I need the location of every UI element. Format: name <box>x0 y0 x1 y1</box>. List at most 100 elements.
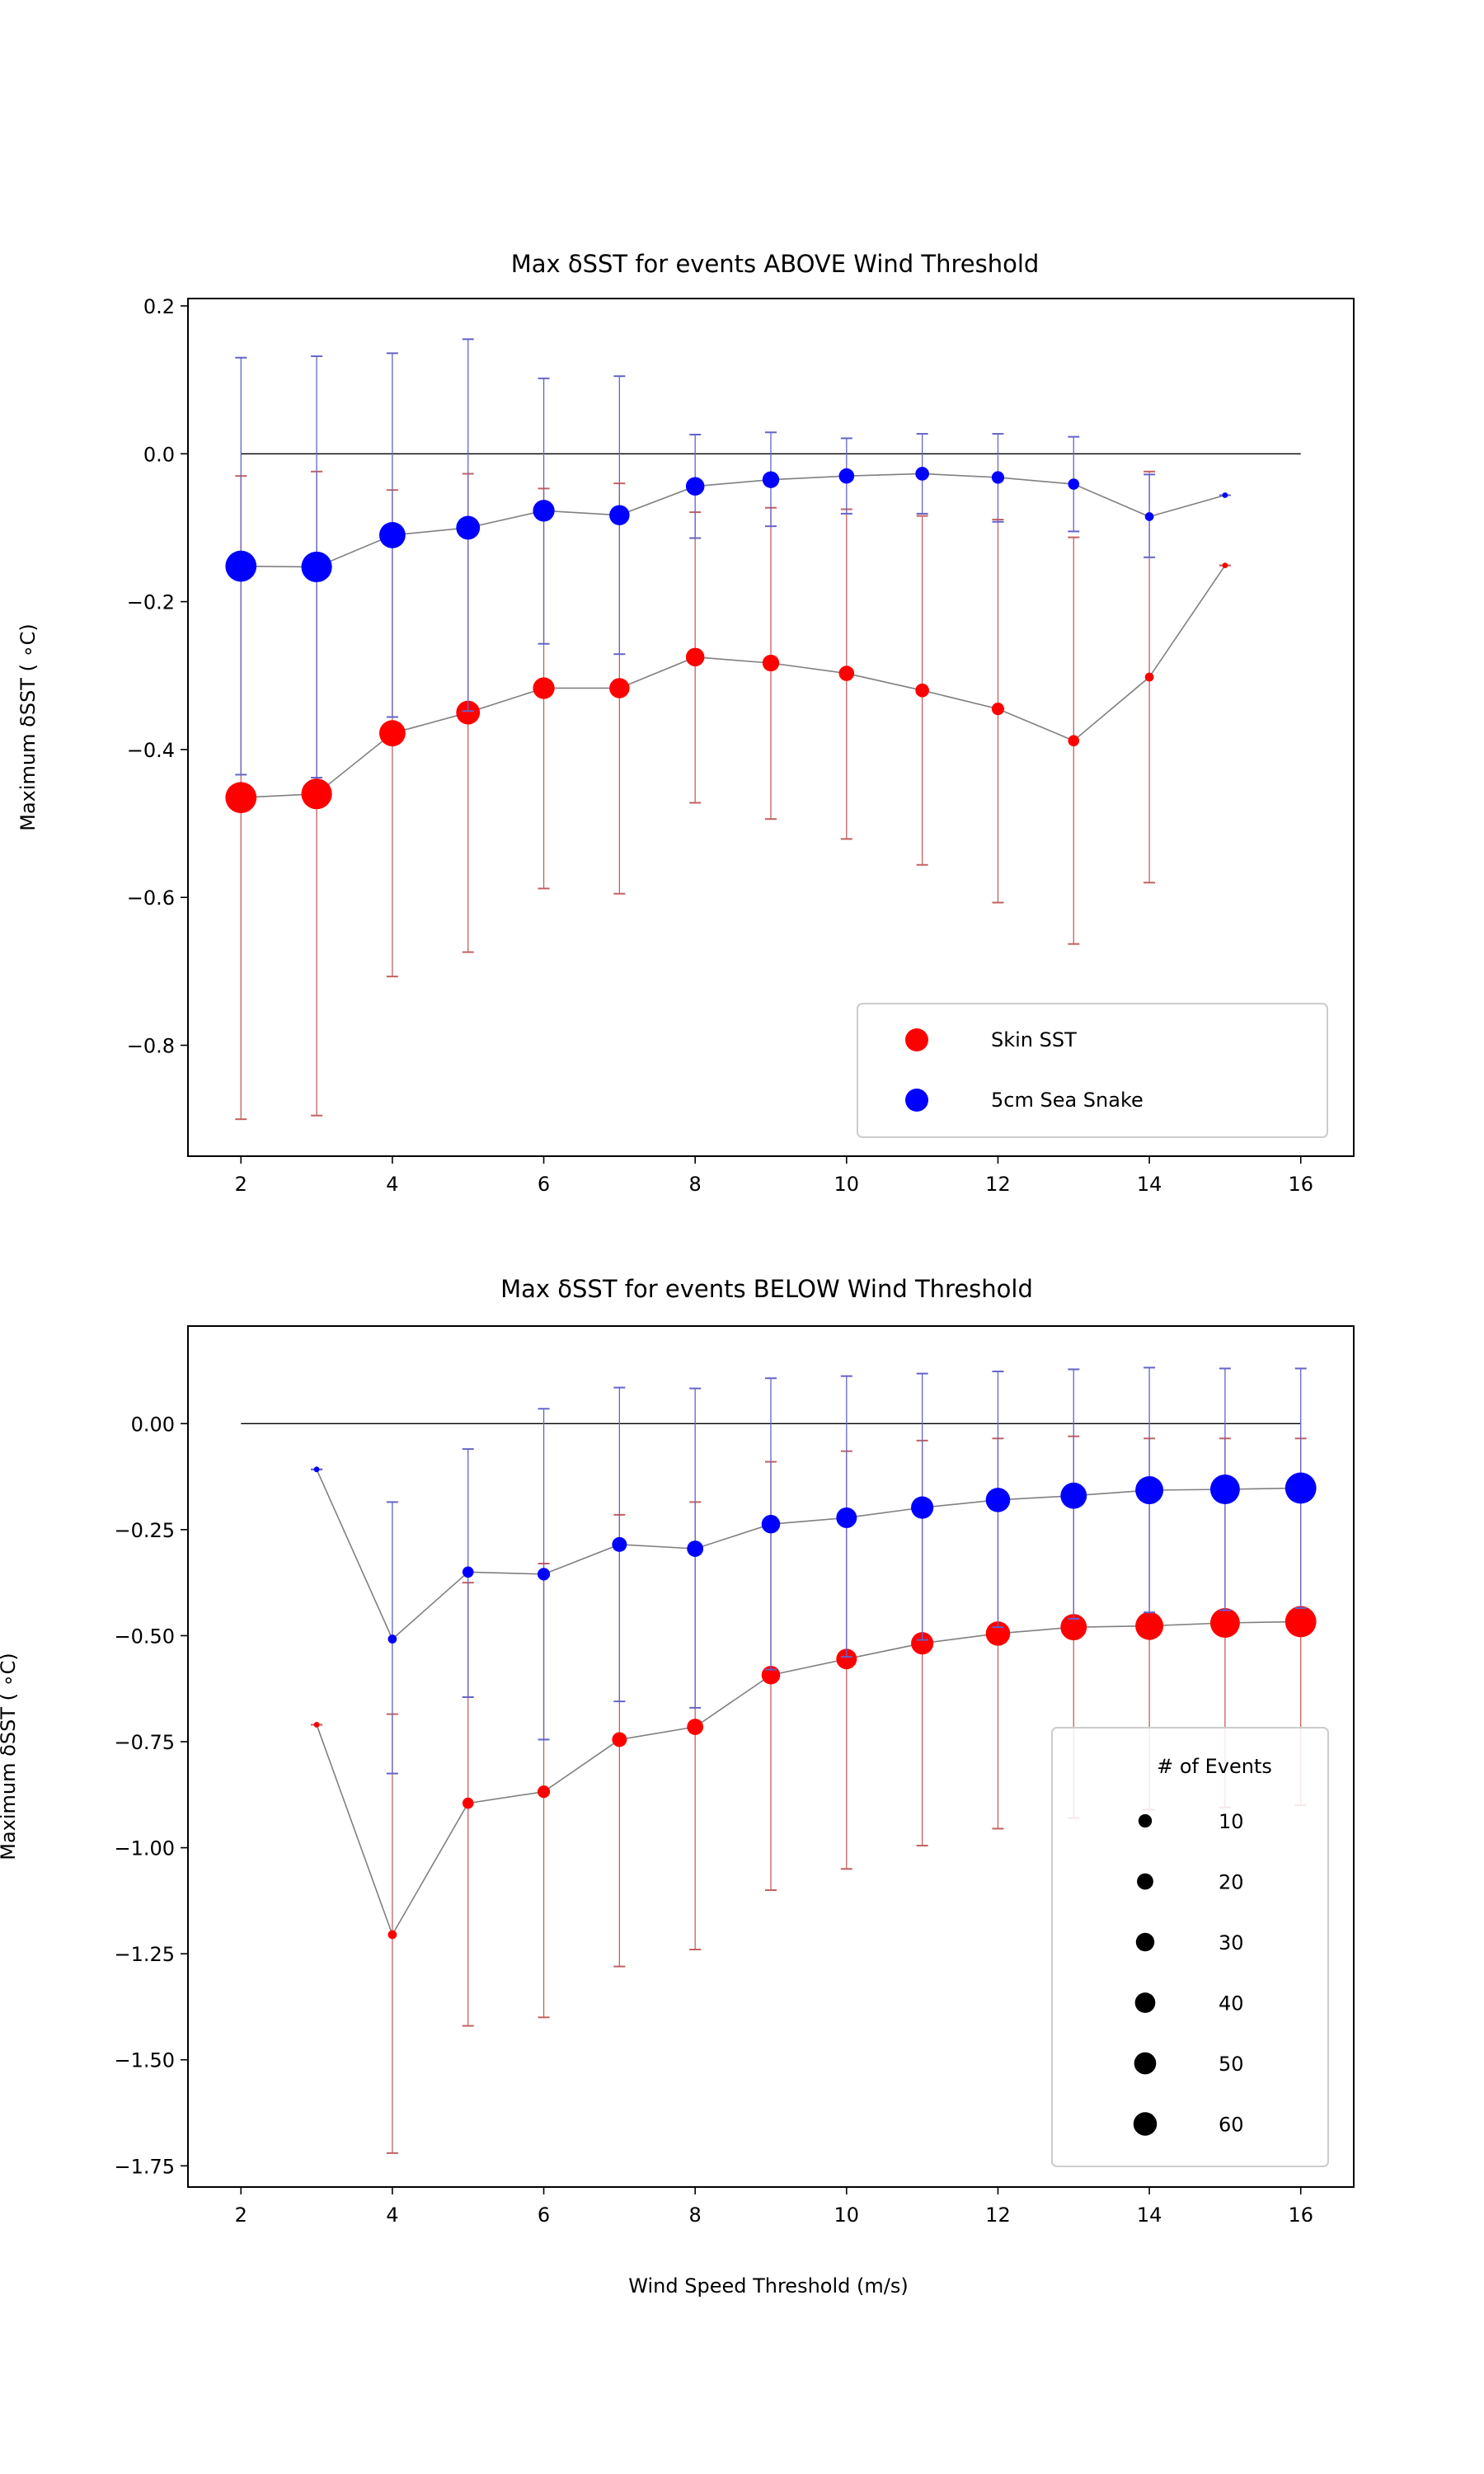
data-point-skin-sst <box>301 778 332 810</box>
data-point-skin-sst <box>911 1632 934 1655</box>
size-legend-marker <box>1133 2112 1158 2136</box>
data-point-5cm-sea-snake <box>838 468 855 484</box>
y-tick-label: −1.50 <box>114 2049 175 2072</box>
panel-title: Max δSST for events BELOW Wind Threshold <box>500 1275 1033 1303</box>
data-point-5cm-sea-snake <box>313 1466 320 1473</box>
y-tick-label: −0.4 <box>127 739 175 762</box>
data-point-5cm-sea-snake <box>1060 1482 1087 1509</box>
y-tick-label: 0.0 <box>143 443 175 466</box>
data-point-5cm-sea-snake <box>687 1540 704 1557</box>
data-point-5cm-sea-snake <box>609 505 630 525</box>
x-tick-label: 6 <box>538 1173 550 1196</box>
data-point-skin-sst <box>991 702 1005 716</box>
x-tick-label: 4 <box>386 2204 398 2227</box>
data-point-skin-sst <box>687 1719 704 1735</box>
data-point-skin-sst <box>533 677 555 699</box>
panel-below-threshold: Max δSST for events BELOW Wind Threshold… <box>0 1275 1355 2298</box>
data-point-5cm-sea-snake <box>762 471 780 488</box>
data-point-5cm-sea-snake <box>301 551 332 583</box>
data-point-5cm-sea-snake <box>685 477 705 496</box>
data-point-skin-sst <box>1135 1611 1164 1640</box>
size-legend-marker <box>1138 1813 1153 1828</box>
data-point-5cm-sea-snake <box>387 1634 397 1644</box>
data-point-5cm-sea-snake <box>612 1536 627 1552</box>
x-tick-label: 8 <box>689 1173 702 1196</box>
x-tick-label: 4 <box>386 1173 398 1196</box>
data-point-skin-sst <box>838 666 855 681</box>
y-tick-label: −0.50 <box>114 1625 175 1648</box>
x-tick-label: 14 <box>1137 2204 1162 2227</box>
x-tick-label: 10 <box>834 2204 860 2227</box>
panel-title: Max δSST for events ABOVE Wind Threshold <box>511 250 1040 278</box>
x-tick-label: 12 <box>985 2204 1011 2227</box>
data-point-5cm-sea-snake <box>1284 1472 1317 1504</box>
size-legend-label: 30 <box>1219 1931 1244 1954</box>
x-tick-label: 10 <box>834 1173 860 1196</box>
data-point-5cm-sea-snake <box>537 1568 551 1581</box>
data-point-5cm-sea-snake <box>462 1566 474 1578</box>
y-axis-label: Maximum δSST ( ∘C) <box>0 1653 20 1860</box>
data-point-skin-sst <box>612 1732 627 1747</box>
data-point-5cm-sea-snake <box>985 1488 1011 1512</box>
x-tick-label: 16 <box>1288 2204 1313 2227</box>
legend-marker-skin-sst <box>905 1028 928 1051</box>
data-point-5cm-sea-snake <box>991 471 1005 484</box>
legend-marker-sea-snake <box>905 1089 928 1112</box>
data-point-skin-sst <box>1060 1614 1087 1641</box>
x-axis-label: Wind Speed Threshold (m/s) <box>628 2274 908 2298</box>
data-point-skin-sst <box>836 1649 857 1670</box>
x-tick-label: 16 <box>1288 1173 1313 1196</box>
size-legend-marker <box>1135 1932 1155 1952</box>
legend-box <box>1051 1727 1329 2167</box>
data-point-skin-sst <box>761 1666 781 1685</box>
y-tick-label: −0.6 <box>127 887 175 910</box>
size-legend-label: 20 <box>1219 1871 1244 1894</box>
plot-area: 2 4 6 8 10 12 14 16 0.00 −0.25 −0.50 −0.75 −1.00 −1.2… <box>114 1366 1317 2227</box>
y-tick-label: −1.00 <box>114 1837 175 1860</box>
data-point-skin-sst <box>915 683 929 698</box>
y-tick-label: −0.25 <box>114 1519 175 1542</box>
data-point-5cm-sea-snake <box>911 1496 934 1519</box>
axes-frame <box>187 1325 1355 2188</box>
data-point-skin-sst <box>225 782 257 814</box>
data-point-skin-sst <box>1222 562 1228 569</box>
data-point-skin-sst <box>313 1722 320 1728</box>
legend: Skin SST 5cm Sea Snake <box>857 1003 1328 1138</box>
data-point-5cm-sea-snake <box>456 515 481 540</box>
size-legend-label: 50 <box>1219 2053 1244 2076</box>
data-point-5cm-sea-snake <box>915 467 929 481</box>
data-point-skin-sst <box>1284 1606 1317 1638</box>
data-point-5cm-sea-snake <box>533 500 555 522</box>
data-point-5cm-sea-snake <box>1209 1475 1240 1504</box>
data-point-skin-sst <box>1144 672 1154 682</box>
x-tick-label: 2 <box>235 1173 247 1196</box>
y-tick-label: 0.00 <box>131 1413 175 1436</box>
panel-above-threshold: Max δSST for events ABOVE Wind Threshold… <box>16 250 1355 1196</box>
data-point-skin-sst <box>685 647 705 667</box>
legend-label-skin-sst: Skin SST <box>991 1028 1077 1051</box>
data-point-skin-sst <box>462 1797 474 1809</box>
size-legend-items: 10 20 30 40 50 60 <box>1133 1810 1244 2137</box>
data-point-skin-sst <box>1209 1608 1240 1638</box>
y-axis-label: Maximum δSST ( ∘C) <box>16 623 40 830</box>
y-tick-label: −1.75 <box>114 2155 175 2178</box>
y-tick-label: −0.75 <box>114 1731 175 1754</box>
x-tick-label: 8 <box>689 2204 702 2227</box>
size-legend-label: 60 <box>1219 2114 1244 2137</box>
size-legend-marker <box>1137 1873 1153 1890</box>
y-tick-label: −1.25 <box>114 1943 175 1966</box>
data-point-skin-sst <box>537 1785 551 1799</box>
data-point-5cm-sea-snake <box>836 1507 857 1528</box>
legend-box <box>857 1003 1328 1138</box>
data-point-5cm-sea-snake <box>1144 512 1154 521</box>
data-point-5cm-sea-snake <box>761 1514 781 1534</box>
size-legend-marker <box>1134 2052 1157 2075</box>
data-point-skin-sst <box>609 678 630 698</box>
y-tick-label: 0.2 <box>143 295 175 318</box>
data-point-5cm-sea-snake <box>378 521 406 548</box>
size-legend-label: 10 <box>1219 1810 1244 1833</box>
data-point-5cm-sea-snake <box>225 550 257 582</box>
data-point-skin-sst <box>985 1621 1011 1646</box>
legend-title: # of Events <box>1157 1755 1272 1778</box>
y-tick-label: −0.2 <box>127 591 175 614</box>
